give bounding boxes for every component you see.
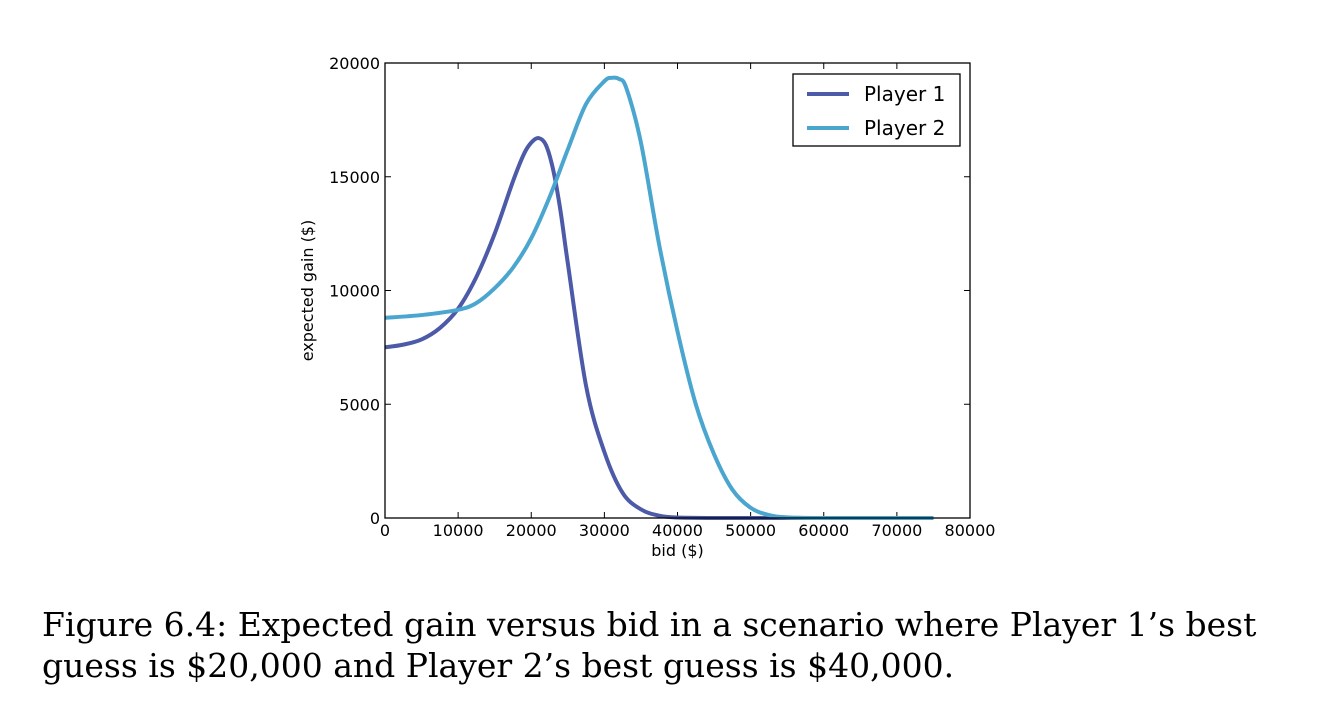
legend-box — [792, 73, 961, 147]
legend-label-1: Player 1 — [864, 82, 945, 106]
line-chart: 0 10000 20000 30000 40000 50000 60000 70000 8000… — [298, 54, 996, 560]
x-axis-label: bid ($) — [651, 541, 704, 560]
x-tick-label: 80000 — [945, 521, 996, 540]
x-tick-label: 10000 — [433, 521, 484, 540]
x-tick-label: 70000 — [871, 521, 922, 540]
x-axis-ticks: 0 10000 20000 30000 40000 50000 60000 70000 8000… — [380, 63, 996, 540]
x-tick-label: 20000 — [506, 521, 557, 540]
x-tick-label: 50000 — [725, 521, 776, 540]
y-axis-label: expected gain ($) — [298, 220, 317, 361]
x-tick-label: 60000 — [798, 521, 849, 540]
x-tick-label: 40000 — [652, 521, 703, 540]
series-line-2 — [384, 75, 934, 520]
plot-frame — [384, 62, 971, 519]
legend-label-2: Player 2 — [864, 116, 945, 140]
y-tick-label: 15000 — [329, 168, 380, 187]
y-tick-label: 5000 — [339, 395, 380, 414]
x-tick-label: 0 — [380, 521, 390, 540]
legend: Player 1 Player 2 — [792, 73, 961, 147]
caption-line-1: Figure 6.4: Expected gain versus bid in … — [42, 605, 1257, 644]
y-axis-ticks: 0 5000 10000 15000 20000 — [329, 54, 970, 528]
y-tick-label: 0 — [370, 509, 380, 528]
y-tick-label: 20000 — [329, 54, 380, 73]
x-tick-label: 30000 — [579, 521, 630, 540]
caption-line-2: guess is $20,000 and Player 2’s best gue… — [42, 646, 955, 685]
figure-caption: Figure 6.4: Expected gain versus bid in … — [42, 604, 1294, 686]
y-tick-label: 10000 — [329, 282, 380, 301]
series-line-1 — [384, 136, 934, 520]
